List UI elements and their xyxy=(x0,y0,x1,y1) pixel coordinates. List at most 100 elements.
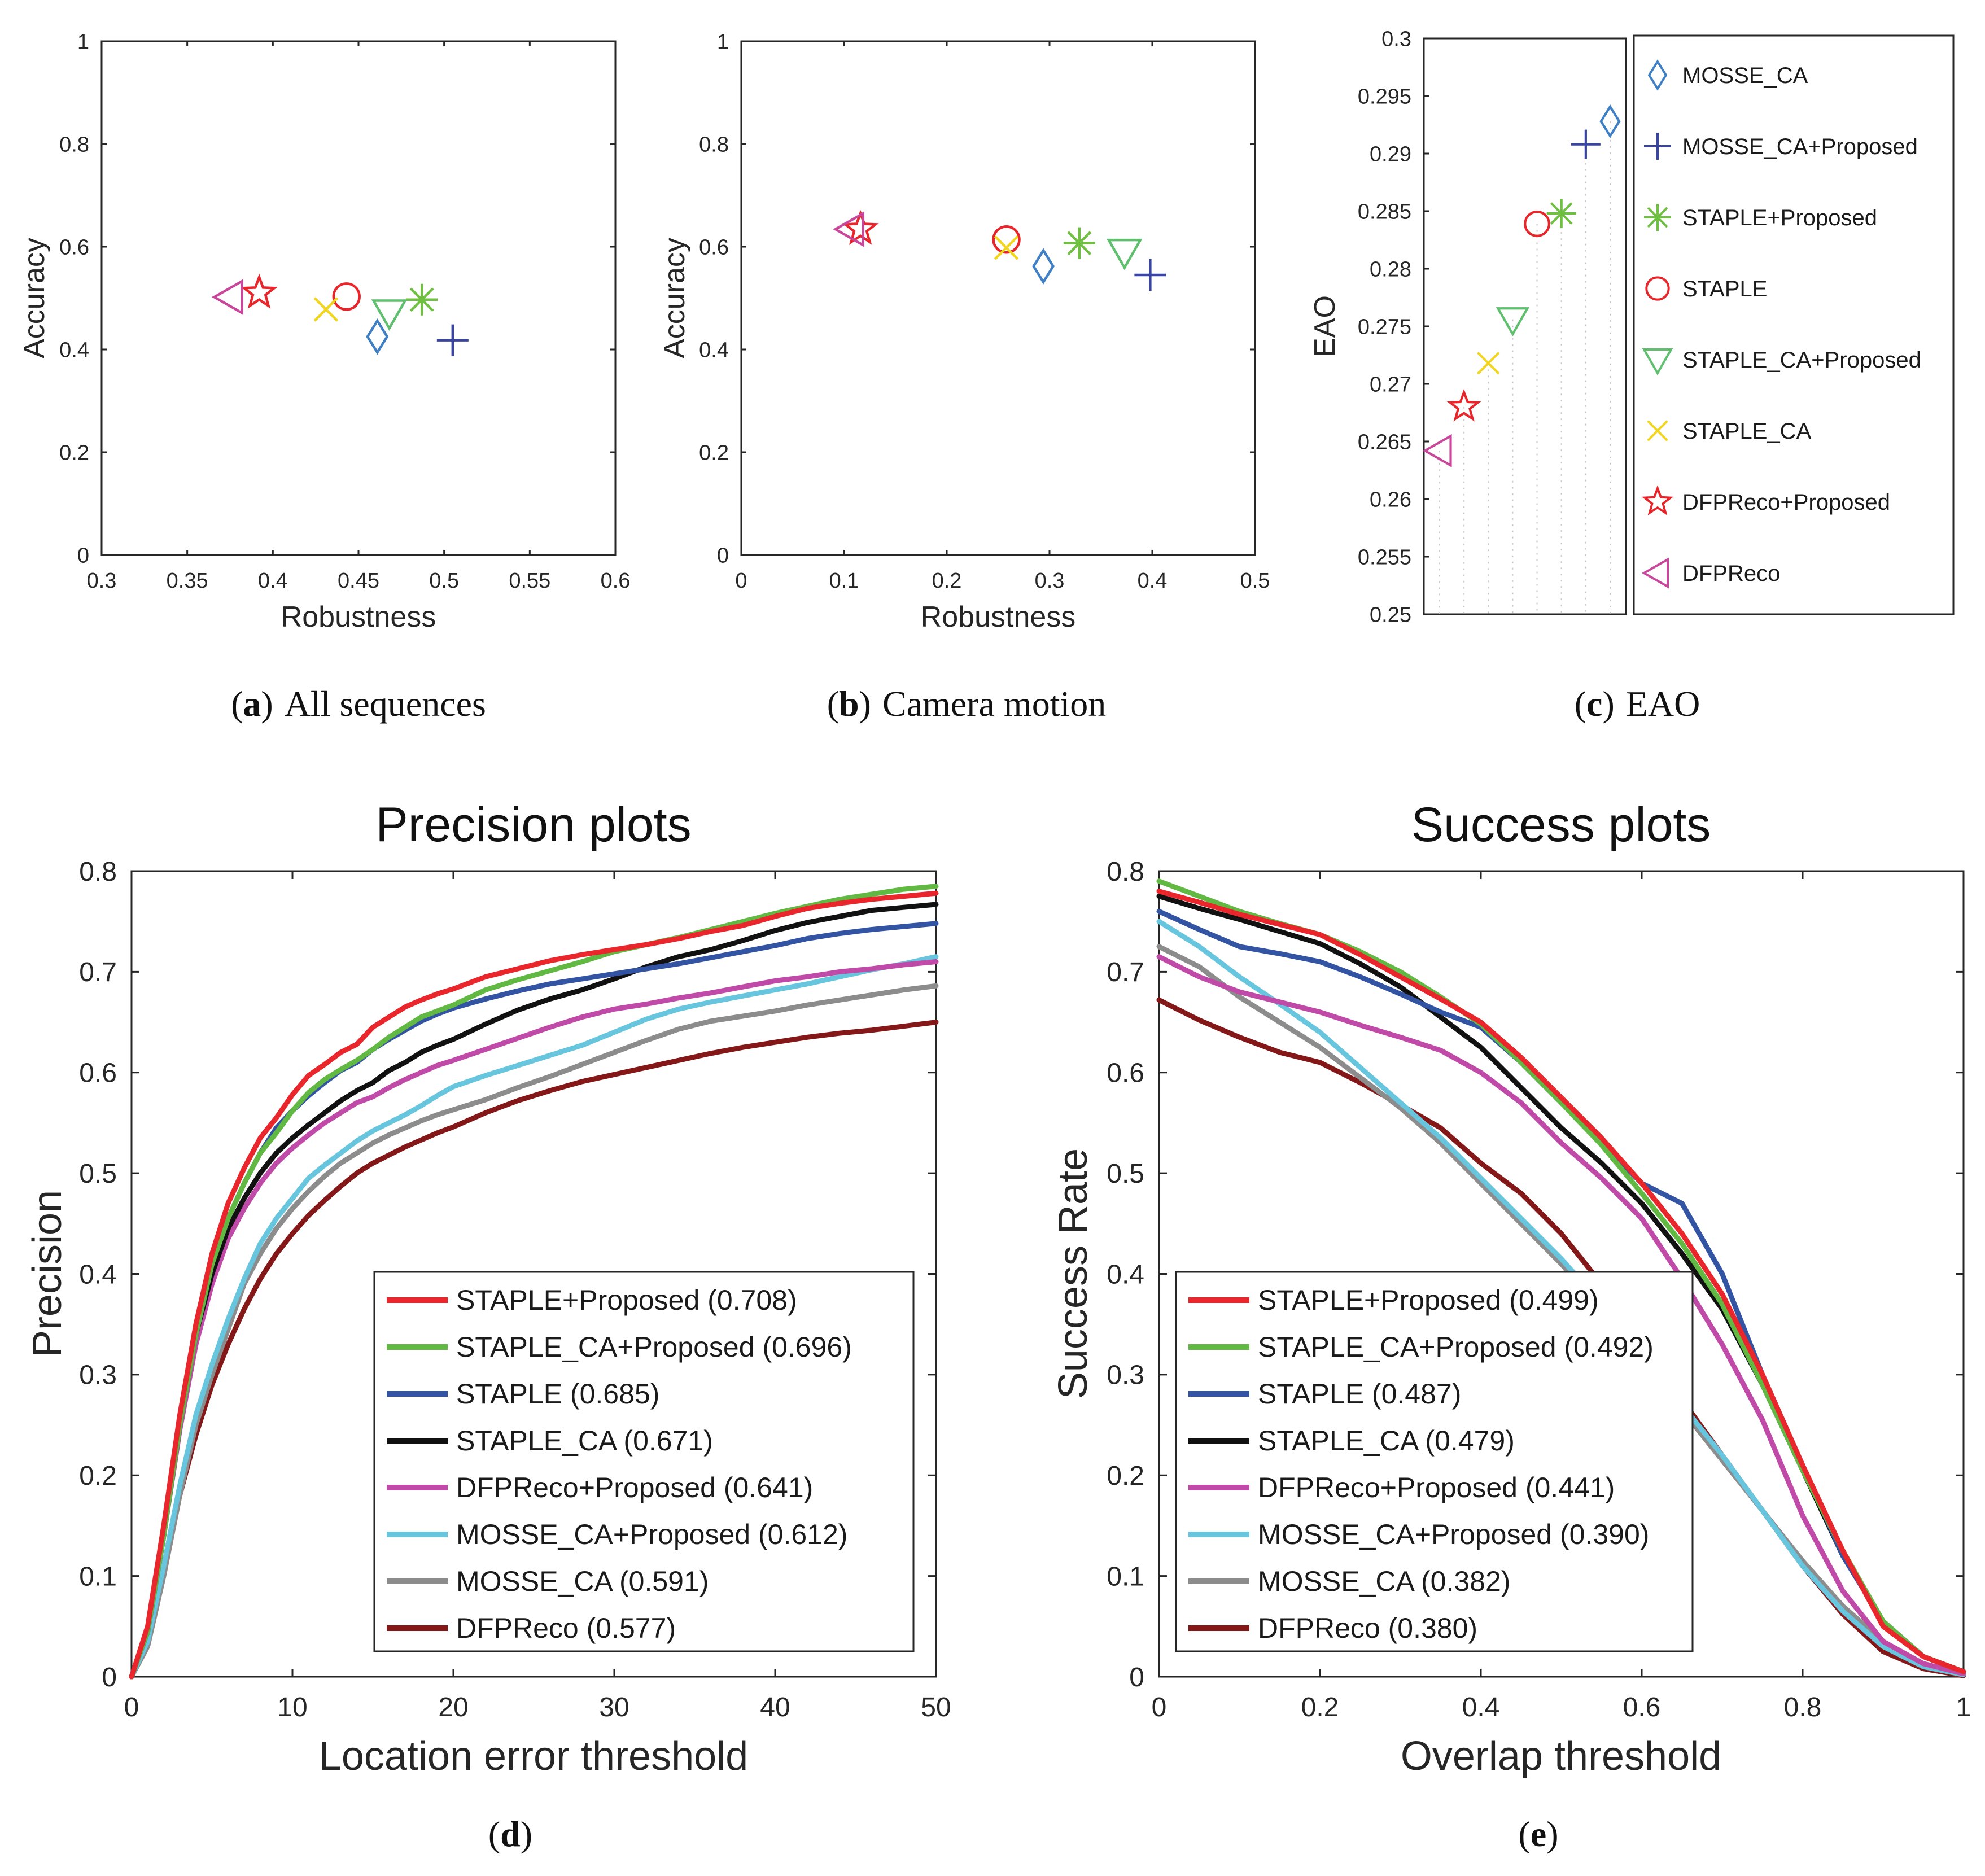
legend-marker-mosse-ca xyxy=(1647,59,1668,91)
series-line-dfpreco xyxy=(129,1020,939,1680)
point-dfpreco xyxy=(211,279,243,316)
series-line-staple-plus-proposed xyxy=(1156,889,1966,1674)
x-tick-label: 0.4 xyxy=(258,569,288,593)
y-tick-label: 0.255 xyxy=(1358,545,1411,569)
x-tick-label: 0 xyxy=(1152,1693,1167,1722)
y-tick-label: 0.1 xyxy=(79,1562,117,1591)
y-tick-label: 0.8 xyxy=(79,857,117,887)
point-staple-ca xyxy=(994,235,1019,260)
legend-items: MOSSE_CA MOSSE_CA+Proposed STAPLE+Proposed… xyxy=(1641,59,1921,589)
caption-e: (e) xyxy=(1518,1814,1558,1854)
y-tick-label: 0.6 xyxy=(1107,1059,1144,1088)
series-line-dfpreco-plus-proposed xyxy=(129,959,939,1680)
legend-items: STAPLE+Proposed (0.708) STAPLE_CA+Propose… xyxy=(387,1284,852,1644)
tick-layer: 0 0.2 0.4 0.6 0.8 1 0 0.1 0.2 0.3 0.4 0.5 0.6 0.7 0.8 xyxy=(1107,857,1971,1722)
tick-layer: 0.25 0.255 0.26 0.265 0.27 0.275 0.28 0.285 0.29… xyxy=(1358,27,1429,627)
y-tick-label: 0.2 xyxy=(1107,1461,1144,1491)
chart-eao: 0.25 0.255 0.26 0.265 0.27 0.275 0.28 0.285 0.29… xyxy=(1309,27,1955,627)
mark-layer xyxy=(211,273,469,356)
mark-layer xyxy=(1156,878,1966,1678)
y-tick-label: 0.7 xyxy=(79,957,117,987)
x-tick-label: 0.55 xyxy=(509,569,550,593)
x-tick-label: 40 xyxy=(760,1693,790,1722)
legend-label: STAPLE_CA+Proposed (0.492) xyxy=(1258,1331,1654,1363)
chart-all-sequences: 0.3 0.35 0.4 0.45 0.5 0.55 0.6 0 0.2 0.4 0.6 0.8 1 R… xyxy=(18,30,630,633)
y-tick-label: 0.1 xyxy=(1107,1562,1144,1591)
y-tick-label: 1 xyxy=(717,30,729,54)
y-tick-label: 0.3 xyxy=(1381,27,1411,51)
y-tick-label: 0.5 xyxy=(1107,1159,1144,1189)
legend-items: STAPLE+Proposed (0.499) STAPLE_CA+Propose… xyxy=(1188,1284,1654,1644)
caption-text: Camera motion xyxy=(882,684,1106,724)
y-tick-label: 0 xyxy=(102,1663,117,1693)
y-tick-label: 0.28 xyxy=(1370,257,1411,281)
legend: STAPLE+Proposed (0.499) STAPLE_CA+Propose… xyxy=(1175,1271,1694,1652)
series-line-mosse-ca-plus-proposed xyxy=(129,954,939,1680)
x-tick-label: 0.5 xyxy=(1240,569,1270,593)
point-staple-ca-plus-proposed xyxy=(1107,238,1143,270)
point-dfpreco xyxy=(1422,434,1452,467)
caption-text: All sequences xyxy=(285,684,486,724)
x-tick-label: 0.3 xyxy=(1035,569,1065,593)
legend-label: STAPLE (0.685) xyxy=(456,1378,659,1410)
x-tick-label: 20 xyxy=(438,1693,468,1722)
legend-label: MOSSE_CA+Proposed xyxy=(1682,134,1918,159)
point-staple-plus-proposed xyxy=(1063,227,1095,259)
y-tick-label: 1 xyxy=(77,30,89,54)
x-tick-label: 10 xyxy=(277,1693,307,1722)
caption-c: (c) EAO xyxy=(1575,684,1700,724)
legend-box xyxy=(1633,34,1955,615)
legend-marker-staple xyxy=(1645,276,1670,301)
y-tick-label: 0.29 xyxy=(1370,142,1411,166)
y-tick-label: 0.8 xyxy=(699,133,729,156)
y-tick-label: 0.4 xyxy=(79,1260,117,1289)
y-tick-label: 0.4 xyxy=(1107,1260,1144,1289)
point-staple xyxy=(332,282,361,311)
y-tick-label: 0.8 xyxy=(1107,857,1144,887)
x-tick-label: 30 xyxy=(599,1693,629,1722)
series-line-staple-ca-plus-proposed xyxy=(129,884,939,1680)
legend-marker-staple-plus-proposed xyxy=(1644,204,1671,231)
point-staple-ca xyxy=(313,297,339,322)
x-tick-label: 0 xyxy=(735,569,747,593)
legend-label: STAPLE_CA (0.479) xyxy=(1258,1425,1515,1457)
x-tick-label: 0.8 xyxy=(1784,1693,1822,1722)
point-dfpreco-plus-proposed xyxy=(241,273,278,309)
y-tick-label: 0.6 xyxy=(79,1059,117,1088)
y-tick-label: 0.8 xyxy=(59,133,89,156)
legend-label: DFPReco+Proposed xyxy=(1682,490,1890,515)
legend-label: STAPLE+Proposed (0.708) xyxy=(456,1284,797,1316)
x-tick-label: 0.45 xyxy=(338,569,379,593)
legend-label: STAPLE (0.487) xyxy=(1258,1378,1461,1410)
chart-title: Precision plots xyxy=(375,798,691,852)
point-staple-ca-plus-proposed xyxy=(371,299,408,331)
point-mosse-ca-plus-proposed xyxy=(1134,259,1166,291)
series-line-mosse-ca xyxy=(129,983,939,1680)
chart-success-plots: Success plots 0 0.2 0.4 0.6 0.8 1 0 0.1 0.2 0.3 0.… xyxy=(1051,798,1971,1779)
legend: STAPLE+Proposed (0.708) STAPLE_CA+Propose… xyxy=(373,1271,915,1652)
y-axis-label: Accuracy xyxy=(18,238,51,358)
caption-a: (a) All sequences xyxy=(231,684,486,724)
legend-marker-mosse-ca-plus-proposed xyxy=(1644,133,1671,160)
x-tick-label: 0.2 xyxy=(932,569,962,593)
x-axis-label: Robustness xyxy=(281,601,436,633)
legend-label: DFPReco (0.380) xyxy=(1258,1612,1477,1644)
y-tick-label: 0.5 xyxy=(79,1159,117,1189)
legend-label: DFPReco xyxy=(1682,561,1780,586)
y-tick-label: 0.2 xyxy=(59,441,89,465)
caption-letter: a xyxy=(243,684,261,724)
point-staple-ca xyxy=(1477,352,1500,375)
x-tick-label: 0.2 xyxy=(1301,1693,1339,1722)
x-axis-label: Location error threshold xyxy=(319,1734,748,1779)
x-tick-label: 0 xyxy=(124,1693,139,1722)
caption-text: EAO xyxy=(1626,684,1700,724)
x-tick-label: 1 xyxy=(1956,1693,1971,1722)
y-tick-label: 0.6 xyxy=(59,235,89,259)
chart-camera-motion: 0 0.1 0.2 0.3 0.4 0.5 0 0.2 0.4 0.6 0.8 1 Robustnes… xyxy=(658,30,1270,633)
mark-layer xyxy=(129,884,939,1680)
y-axis-label: EAO xyxy=(1309,295,1341,357)
mark-layer xyxy=(833,209,1166,291)
series-line-dfpreco-plus-proposed xyxy=(1156,954,1966,1677)
y-tick-label: 0.2 xyxy=(79,1461,117,1491)
